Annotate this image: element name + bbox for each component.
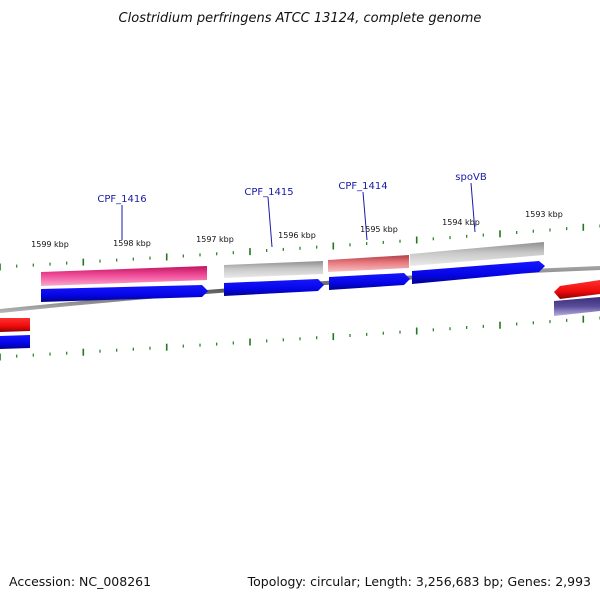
kbp-label-1595: 1595 kbp bbox=[360, 225, 398, 234]
gene-cpf1414-feature[interactable] bbox=[328, 255, 409, 272]
cds-arrow-spovb[interactable] bbox=[412, 261, 545, 284]
kbp-label-1598: 1598 kbp bbox=[113, 239, 151, 248]
genome-summary-text: Topology: circular; Length: 3,256,683 bp… bbox=[247, 574, 591, 589]
right-edge-purple-feature[interactable] bbox=[554, 297, 600, 316]
left-edge-red-feature[interactable] bbox=[0, 318, 30, 332]
gene-label-cpf1414[interactable]: CPF_1414 bbox=[338, 181, 387, 192]
kbp-label-1596: 1596 kbp bbox=[278, 231, 316, 240]
cds-arrow-cpf1414[interactable] bbox=[329, 273, 410, 290]
cds-arrow-cpf1416[interactable] bbox=[41, 285, 208, 302]
gene-label-spovb[interactable]: spoVB bbox=[455, 172, 487, 183]
leader-line-cpf1415 bbox=[267, 196, 273, 248]
outer-tick-ring bbox=[0, 223, 600, 271]
genome-title: Clostridium perfringens ATCC 13124, comp… bbox=[119, 11, 482, 26]
kbp-label-1593: 1593 kbp bbox=[525, 210, 563, 219]
inner-tick-ring bbox=[0, 315, 600, 361]
gene-spovb-feature[interactable] bbox=[410, 242, 544, 266]
gene-cpf1415-feature[interactable] bbox=[224, 261, 323, 278]
gene-label-cpf1415[interactable]: CPF_1415 bbox=[244, 187, 293, 198]
accession-text: Accession: NC_008261 bbox=[9, 574, 151, 589]
left-edge-blue-feature[interactable] bbox=[0, 335, 30, 349]
leader-line-spovb bbox=[470, 182, 476, 233]
gene-cpf1416-feature[interactable] bbox=[41, 266, 207, 286]
kbp-label-1597: 1597 kbp bbox=[196, 235, 234, 244]
leader-line-cpf1414 bbox=[362, 191, 368, 241]
gene-label-cpf1416[interactable]: CPF_1416 bbox=[97, 194, 146, 205]
kbp-label-1594: 1594 kbp bbox=[442, 218, 480, 227]
cds-arrow-cpf1415[interactable] bbox=[224, 279, 324, 296]
kbp-label-1599: 1599 kbp bbox=[31, 240, 69, 249]
right-edge-red-feature[interactable] bbox=[554, 280, 600, 299]
